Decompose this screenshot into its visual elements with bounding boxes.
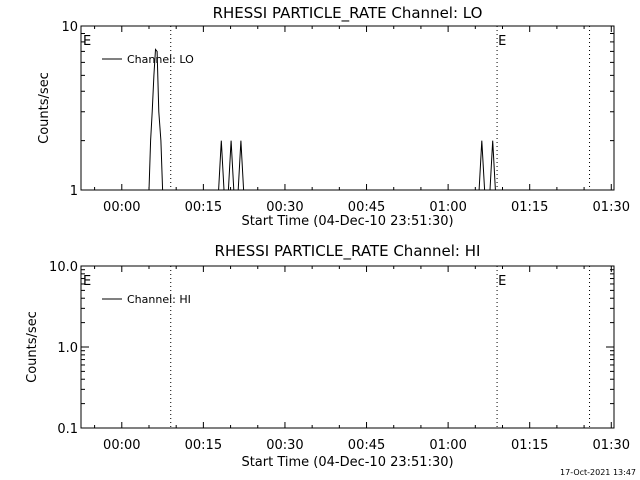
plot-frame: [80, 25, 615, 191]
x-tick-label: 00:00: [103, 438, 140, 453]
event-line-label: E: [498, 274, 506, 289]
x-tick-label: 01:00: [429, 438, 466, 453]
x-tick-label: 00:15: [185, 438, 222, 453]
chart-panels: RHESSI PARTICLE_RATE Channel: LO 00:00 00:…: [25, 4, 630, 470]
x-tick-label: 01:30: [593, 200, 630, 215]
x-axis-label: Start Time (04-Dec-10 23:51:30): [241, 214, 453, 229]
y-tick-label: 1: [70, 184, 78, 199]
footer-timestamp: 17-Oct-2021 13:47: [560, 468, 636, 477]
data-series-segment-5: [478, 140, 486, 191]
x-tick-label: 00:15: [185, 200, 222, 215]
x-tick-label: 00:45: [348, 438, 385, 453]
y-tick-label: 10: [61, 20, 78, 35]
y-axis-label: Counts/sec: [25, 311, 40, 383]
chart-panel-2: RHESSI PARTICLE_RATE Channel: HI 00:00 00:…: [25, 242, 630, 470]
chart-title: RHESSI PARTICLE_RATE Channel: LO: [213, 4, 483, 23]
x-tick-label: 01:00: [429, 200, 466, 215]
x-axis-label: Start Time (04-Dec-10 23:51:30): [241, 455, 453, 470]
data-series-segment-6: [489, 140, 496, 191]
x-tick-label: 00:30: [266, 438, 303, 453]
x-tick-label: 01:30: [593, 438, 630, 453]
x-tick-label: 01:15: [511, 438, 548, 453]
x-tick-label: 00:30: [266, 200, 303, 215]
y-tick-label: 0.1: [57, 422, 78, 437]
y-tick-label: 10.0: [49, 260, 78, 275]
data-series-segment-3: [227, 140, 235, 191]
legend-label: Channel: LO: [127, 53, 194, 66]
y-tick-label: 1.0: [57, 341, 78, 356]
data-series-segment-2: [218, 140, 225, 191]
chart-panel-1: RHESSI PARTICLE_RATE Channel: LO 00:00 00:…: [37, 4, 630, 229]
x-tick-label: 00:00: [103, 200, 140, 215]
x-tick-label: 00:45: [348, 200, 385, 215]
data-series-segment-4: [237, 140, 245, 191]
chart-title: RHESSI PARTICLE_RATE Channel: HI: [215, 242, 481, 261]
event-line-label: E: [498, 34, 506, 49]
corner-event-label: E: [83, 274, 91, 289]
x-tick-label: 01:15: [511, 200, 548, 215]
legend-label: Channel: HI: [127, 293, 191, 306]
y-axis-label: Counts/sec: [37, 72, 52, 144]
data-series-segment-1: [148, 48, 164, 191]
corner-event-label: E: [83, 34, 91, 49]
